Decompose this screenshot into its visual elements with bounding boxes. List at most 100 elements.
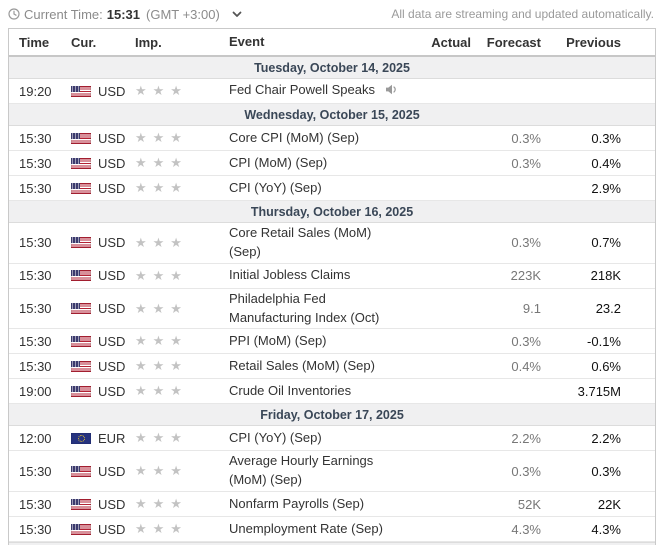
event-name-link[interactable]: PPI (MoM) (Sep) [229, 332, 327, 348]
currency-code: USD [98, 358, 126, 374]
event-name-link[interactable]: CPI (MoM) (Sep) [229, 154, 328, 170]
section-date-label: Thursday, October 16, 2025 [250, 204, 414, 219]
event-name-link[interactable]: CPI (YoY) (Sep) [229, 429, 322, 445]
currency-code: USD [98, 130, 126, 146]
us-flag-icon [71, 132, 91, 144]
event-row[interactable]: 15:30 USD ★★★ Core Retail Sales (MoM) (S… [9, 223, 655, 264]
chevron-down-icon[interactable] [232, 11, 242, 18]
event-row[interactable]: 15:30 USD ★★★ Core CPI (MoM) (Sep) 0.3% … [9, 126, 655, 151]
event-time: 19:00 [19, 383, 52, 399]
us-flag-icon [71, 182, 91, 194]
streaming-note: All data are streaming and updated autom… [391, 7, 654, 21]
currency-code: USD [98, 235, 126, 251]
col-header-actual: Actual [431, 34, 471, 50]
section-date-label: Tuesday, October 14, 2025 [254, 60, 410, 75]
event-row[interactable]: 15:30 USD ★★★ Initial Jobless Claims 223… [9, 263, 655, 289]
col-header-previous: Previous [566, 34, 621, 50]
us-flag-icon [71, 237, 91, 249]
event-row[interactable]: 15:30 USD ★★★ Average Hourly Earnings (M… [9, 451, 655, 493]
event-row[interactable]: 15:30 USD ★★★ Philadelphia Fed Manufactu… [9, 288, 655, 330]
event-row[interactable]: 15:30 USD ★★★ CPI (YoY) (Sep) 2.9% [9, 176, 655, 201]
event-name-link[interactable]: Philadelphia Fed Manufacturing Index (Oc… [229, 290, 380, 325]
importance-stars: ★★★ [135, 234, 188, 250]
importance-stars: ★★★ [135, 333, 188, 349]
event-name-link[interactable]: Crude Oil Inventories [229, 382, 352, 398]
event-name-link[interactable]: Core CPI (MoM) (Sep) [229, 129, 360, 145]
column-header-row: Time Cur. Imp. Event Actual Forecast Pre… [9, 29, 655, 57]
importance-stars: ★★★ [135, 358, 188, 374]
importance-stars: ★★★ [135, 521, 188, 537]
calendar-body: Tuesday, October 14, 2025 19:20 USD ★★★ … [9, 57, 655, 543]
currency-code: USD [98, 496, 126, 512]
event-time: 15:30 [19, 268, 52, 284]
event-row[interactable]: 19:20 USD ★★★ Fed Chair Powell Speaks [9, 79, 655, 104]
event-row[interactable]: 15:30 USD ★★★ PPI (MoM) (Sep) 0.3% -0.1% [9, 329, 655, 355]
section-date-label: Friday, October 17, 2025 [260, 407, 404, 422]
currency-code: USD [98, 463, 126, 479]
us-flag-icon [71, 335, 91, 347]
importance-stars: ★★★ [135, 267, 188, 283]
previous-value: 0.6% [591, 358, 621, 374]
currency-code: USD [98, 268, 126, 284]
forecast-value: 9.1 [522, 301, 541, 317]
col-header-forecast: Forecast [486, 34, 541, 50]
event-row[interactable]: 15:30 USD ★★★ Unemployment Rate (Sep) 4.… [9, 517, 655, 543]
importance-stars: ★★★ [135, 180, 188, 195]
event-time: 15:30 [19, 180, 52, 196]
event-time: 15:30 [19, 333, 52, 349]
importance-stars: ★★★ [135, 463, 188, 479]
topbar: Current Time: 15:31 (GMT +3:00) All data… [0, 0, 664, 28]
timezone-label: (GMT +3:00) [146, 6, 220, 22]
us-flag-icon [71, 385, 91, 397]
previous-value: 3.715M [577, 383, 621, 399]
event-time: 15:30 [19, 521, 52, 537]
event-name-link[interactable]: Average Hourly Earnings (MoM) (Sep) [229, 453, 374, 488]
previous-value: 0.4% [591, 155, 621, 171]
event-name-link[interactable]: Initial Jobless Claims [229, 267, 351, 283]
event-time: 19:20 [19, 83, 52, 99]
currency-code: USD [98, 333, 126, 349]
us-flag-icon [71, 360, 91, 372]
previous-value: 218K [590, 268, 621, 284]
previous-value: 0.3% [591, 463, 621, 479]
currency-code: USD [98, 383, 126, 399]
currency-code: USD [98, 83, 126, 99]
eu-flag-icon [71, 432, 91, 444]
event-name-link[interactable]: Nonfarm Payrolls (Sep) [229, 495, 365, 511]
forecast-value: 4.3% [511, 521, 541, 537]
event-row[interactable]: 15:30 USD ★★★ Nonfarm Payrolls (Sep) 52K… [9, 492, 655, 518]
date-section-header: Thursday, October 16, 2025 [9, 201, 655, 223]
event-name-link[interactable]: CPI (YoY) (Sep) [229, 179, 322, 195]
currency-code: USD [98, 180, 126, 196]
importance-stars: ★★★ [135, 496, 188, 512]
forecast-value: 0.3% [511, 130, 541, 146]
importance-stars: ★★★ [135, 155, 188, 170]
forecast-value: 0.3% [511, 463, 541, 479]
col-header-importance: Imp. [135, 34, 162, 50]
next-section-header-partial [9, 542, 655, 545]
event-name-link[interactable]: Unemployment Rate (Sep) [229, 520, 383, 536]
currency-code: USD [98, 521, 126, 537]
col-header-currency: Cur. [71, 34, 97, 50]
event-time: 15:30 [19, 155, 52, 171]
forecast-value: 0.3% [511, 235, 541, 251]
col-header-event: Event [229, 33, 265, 49]
economic-calendar-table: Time Cur. Imp. Event Actual Forecast Pre… [8, 28, 656, 545]
event-name-link[interactable]: Fed Chair Powell Speaks [229, 82, 375, 98]
event-name-link[interactable]: Core Retail Sales (MoM) (Sep) [229, 225, 372, 259]
forecast-value: 0.4% [511, 358, 541, 374]
event-time: 12:00 [19, 430, 52, 446]
event-row[interactable]: 12:00 EUR ★★★ CPI (YoY) (Sep) 2.2% 2.2% [9, 426, 655, 452]
event-row[interactable]: 15:30 USD ★★★ Retail Sales (MoM) (Sep) 0… [9, 354, 655, 380]
event-row[interactable]: 19:00 USD ★★★ Crude Oil Inventories 3.71… [9, 379, 655, 405]
current-time-widget[interactable]: Current Time: 15:31 (GMT +3:00) [8, 7, 242, 22]
importance-stars: ★★★ [135, 383, 188, 399]
event-name-link[interactable]: Retail Sales (MoM) (Sep) [229, 357, 375, 373]
importance-stars: ★★★ [135, 83, 188, 98]
event-row[interactable]: 15:30 USD ★★★ CPI (MoM) (Sep) 0.3% 0.4% [9, 151, 655, 176]
current-time-label: Current Time: [24, 6, 103, 22]
forecast-value: 2.2% [511, 430, 541, 446]
previous-value: 0.3% [591, 130, 621, 146]
us-flag-icon [71, 465, 91, 477]
event-time: 15:30 [19, 463, 52, 479]
